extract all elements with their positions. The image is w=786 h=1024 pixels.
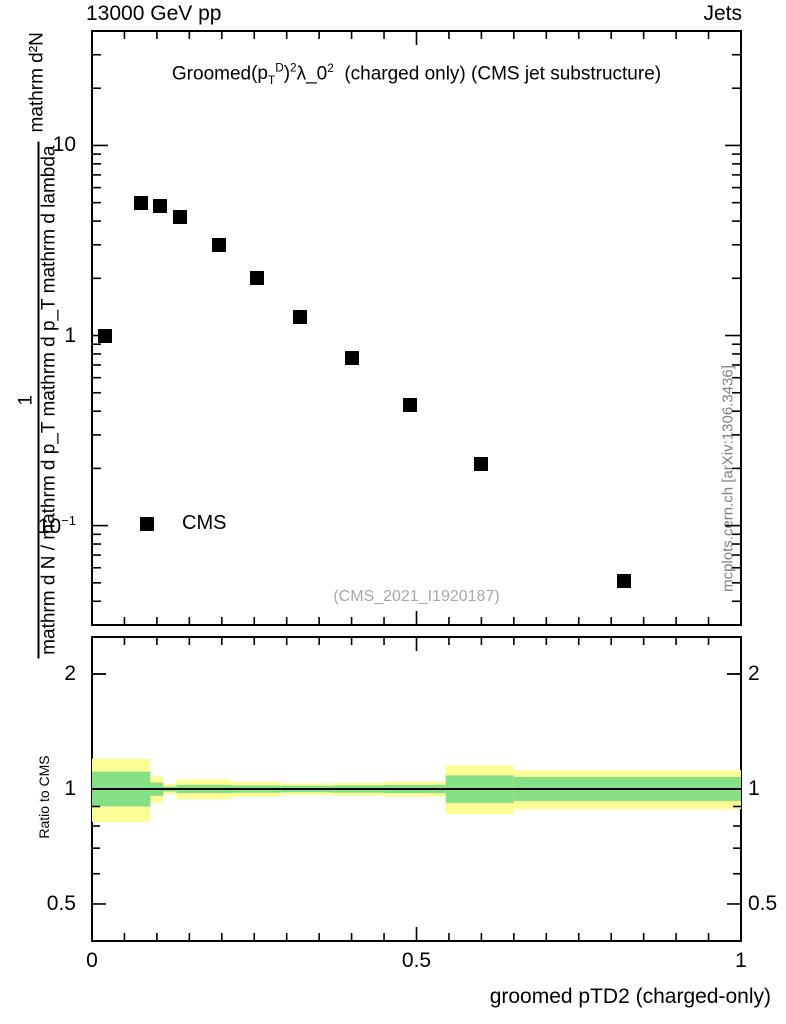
data-point-cms-4: [211, 237, 226, 252]
ratio-y-tick-label-left-2: 0.5: [46, 891, 76, 915]
x-axis-label: groomed pTD2 (charged-only): [489, 985, 771, 1008]
data-point-cms-3: [172, 210, 187, 225]
data-point-cms-7: [344, 351, 359, 366]
data-point-cms-8: [403, 398, 417, 413]
ratio-y-tick-label-right-0: 2: [748, 662, 760, 686]
data-point-cms-5: [250, 271, 265, 286]
plot-title-lambda-power: 2: [327, 62, 334, 75]
data-point-cms-6: [292, 310, 307, 325]
header-category: Jets: [703, 2, 742, 25]
y-axis-tick-labels: 10 1 10−1: [0, 0, 86, 1024]
ratio-y-tick-label-right-1: 1: [748, 777, 760, 800]
data-point-cms-10: [617, 574, 632, 589]
x-tick-label-2: 1: [735, 949, 747, 972]
y-tick-label-0: 10: [52, 133, 76, 157]
ratio-y-tick-label-left-1: 1: [64, 777, 76, 800]
ratio-y-tick-labels: 2 1 0.5: [0, 0, 86, 1024]
plot-title-sup: D: [275, 62, 284, 75]
y-tick-label-1: 1: [64, 323, 76, 347]
plot-title: Groomed(pTD)2λ_02 (charged only) (CMS je…: [91, 62, 742, 87]
plot-title-suffix: (charged only) (CMS jet substructure): [344, 63, 662, 85]
data-point-cms-1: [133, 195, 148, 210]
plot-title-expr: (pTD)2: [251, 62, 297, 88]
analysis-watermark: (CMS_2021_I1920187): [333, 588, 500, 605]
y-tick-label-2: 10−1: [37, 512, 76, 538]
ratio-y-tick-label-left-0: 2: [64, 662, 76, 686]
credit-text: mcplots.cern.ch [arXiv:1306.3436]: [719, 365, 737, 592]
header-beam-energy: 13000 GeV pp: [86, 2, 222, 25]
legend: CMS: [140, 512, 226, 535]
data-point-cms-2: [153, 199, 168, 214]
data-point-cms-0: [97, 328, 112, 343]
plot-title-power: 2: [290, 62, 297, 75]
plot-title-paren: (p: [251, 63, 268, 85]
ratio-plot-frame: [91, 636, 742, 942]
plot-title-prefix: Groomed: [171, 63, 252, 85]
legend-marker-cms: [140, 516, 154, 531]
data-point-cms-9: [474, 457, 489, 472]
legend-label-cms: CMS: [182, 512, 227, 534]
plot-title-lambda: λ_0: [296, 63, 328, 85]
ratio-y-tick-label-right-2: 0.5: [748, 891, 778, 915]
x-tick-label-0: 0: [86, 949, 98, 972]
main-plot-frame: [91, 30, 742, 626]
plot-title-sub: T: [268, 74, 276, 88]
x-tick-label-1: 0.5: [401, 949, 432, 972]
